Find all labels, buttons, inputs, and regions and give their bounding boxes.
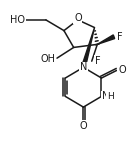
- Polygon shape: [97, 35, 115, 44]
- Text: F: F: [95, 56, 101, 66]
- Text: O: O: [118, 65, 126, 75]
- Text: OH: OH: [41, 54, 56, 64]
- Polygon shape: [82, 28, 95, 68]
- Text: N: N: [80, 62, 87, 72]
- Text: H: H: [107, 92, 114, 101]
- Text: O: O: [74, 13, 82, 23]
- Text: F: F: [117, 32, 123, 42]
- Text: N: N: [102, 91, 110, 101]
- Text: O: O: [80, 121, 87, 131]
- Text: HO: HO: [10, 15, 25, 25]
